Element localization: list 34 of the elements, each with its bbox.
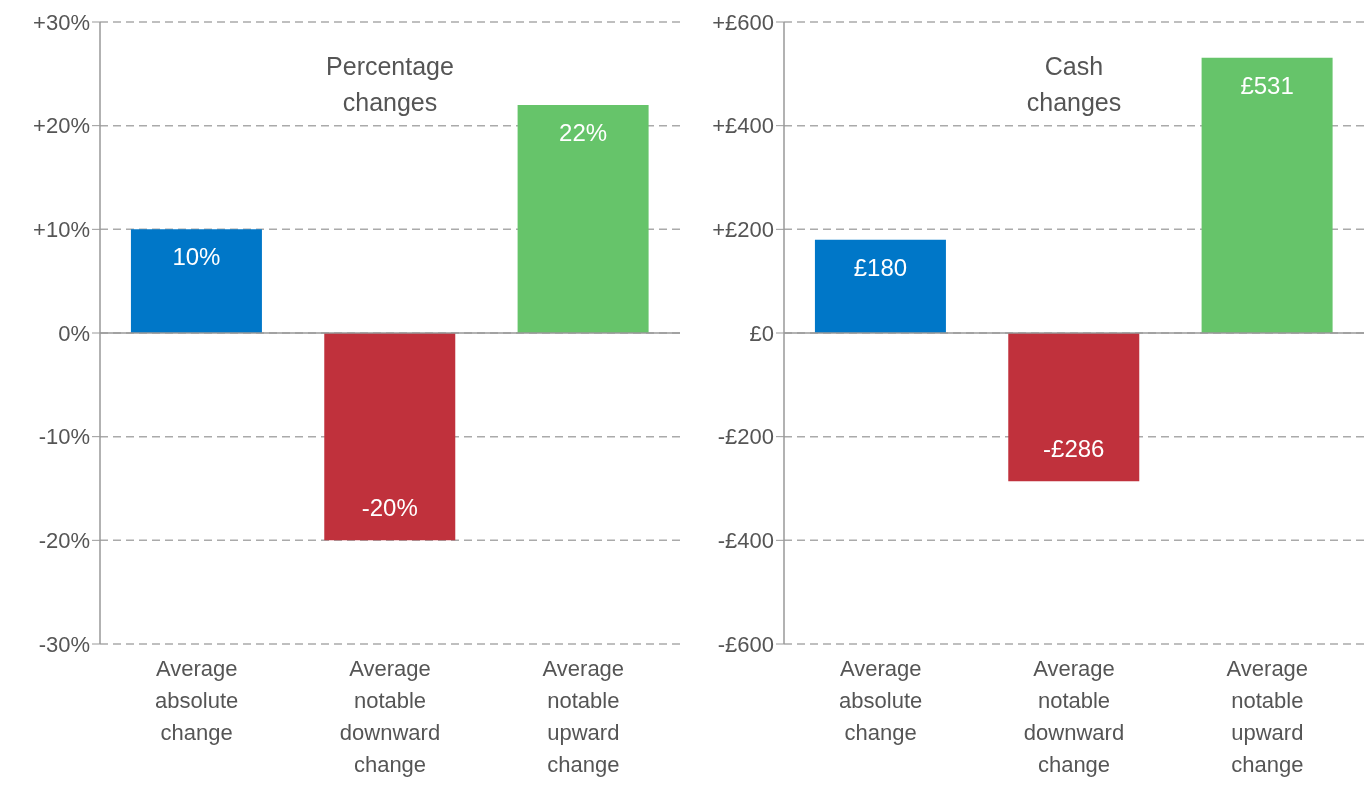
y-tick-label: +£400 [712, 113, 774, 139]
x-tick-label: Average notable downward change [1023, 656, 1125, 777]
data-label: £180 [853, 253, 908, 281]
x-tick-label: Average absolute change [155, 656, 239, 745]
y-tick-label: -30% [38, 631, 90, 657]
bar [814, 239, 946, 333]
y-tick-label: +20% [33, 113, 90, 139]
data-label: 10% [172, 243, 221, 271]
bar [324, 333, 456, 541]
data-label: 22% [559, 118, 608, 146]
y-tick-label: -£400 [717, 528, 774, 554]
bar [130, 229, 262, 333]
x-tick-label: Average notable upward change [542, 656, 625, 777]
text: Percentage changes [325, 51, 455, 118]
y-tick-label: £0 [749, 320, 774, 346]
y-tick-label: 0% [58, 320, 90, 346]
y-tick-label: -10% [38, 424, 90, 450]
text: Cash changes [1025, 51, 1123, 118]
bar [1008, 333, 1140, 482]
y-tick-label: -£600 [717, 631, 774, 657]
bar [1201, 57, 1333, 333]
data-label: -£286 [1043, 435, 1105, 463]
bar [517, 104, 649, 333]
y-tick-label: +£200 [712, 217, 774, 243]
x-tick-label: Average absolute change [839, 656, 923, 745]
y-tick-label: -20% [38, 528, 90, 554]
y-tick-label: +10% [33, 217, 90, 243]
data-label: -20% [361, 494, 418, 522]
y-tick-label: -£200 [717, 424, 774, 450]
data-label: £531 [1240, 71, 1294, 99]
x-tick-label: Average notable upward change [1226, 656, 1309, 777]
y-tick-label: +£600 [712, 9, 774, 35]
x-tick-label: Average notable downward change [339, 656, 441, 777]
y-tick-label: +30% [33, 9, 90, 35]
